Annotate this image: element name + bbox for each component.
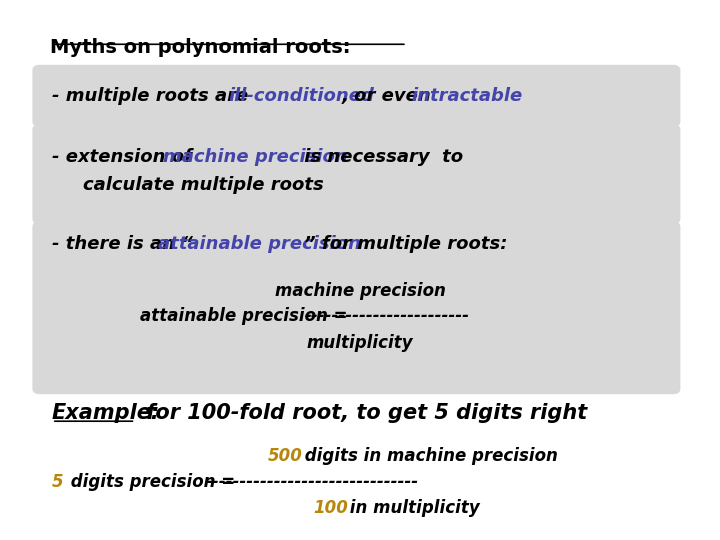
Text: 5: 5 (52, 472, 63, 491)
Text: ill-conditioned: ill-conditioned (228, 86, 374, 105)
Text: calculate multiple roots: calculate multiple roots (83, 176, 323, 194)
Text: intractable: intractable (412, 86, 523, 105)
Text: - multiple roots are: - multiple roots are (52, 86, 254, 105)
Text: - there is an “: - there is an “ (52, 235, 193, 253)
Text: - extension of: - extension of (52, 147, 198, 166)
Text: attainable precision: attainable precision (158, 235, 361, 253)
Text: ” for multiple roots:: ” for multiple roots: (304, 235, 508, 253)
Text: -------------------------------: ------------------------------- (206, 472, 419, 491)
Text: is necessary  to: is necessary to (298, 147, 463, 166)
FancyBboxPatch shape (32, 65, 680, 127)
Text: Example:: Example: (52, 403, 160, 423)
Text: machine precision: machine precision (163, 147, 348, 166)
Text: attainable precision =: attainable precision = (140, 307, 354, 325)
Text: Myths on polynomial roots:: Myths on polynomial roots: (50, 38, 351, 57)
Text: in multiplicity: in multiplicity (344, 498, 480, 517)
Text: for 100-fold root, to get 5 digits right: for 100-fold root, to get 5 digits right (139, 403, 588, 423)
FancyBboxPatch shape (32, 124, 680, 224)
Text: ------------------------: ------------------------ (305, 307, 469, 325)
Text: multiplicity: multiplicity (307, 334, 413, 352)
Text: digits in machine precision: digits in machine precision (299, 447, 558, 465)
Text: machine precision: machine precision (274, 281, 446, 300)
Text: , or even: , or even (342, 86, 438, 105)
Text: 100: 100 (313, 498, 348, 517)
Text: digits precision =: digits precision = (65, 472, 240, 491)
Text: 500: 500 (268, 447, 302, 465)
FancyBboxPatch shape (32, 221, 680, 394)
